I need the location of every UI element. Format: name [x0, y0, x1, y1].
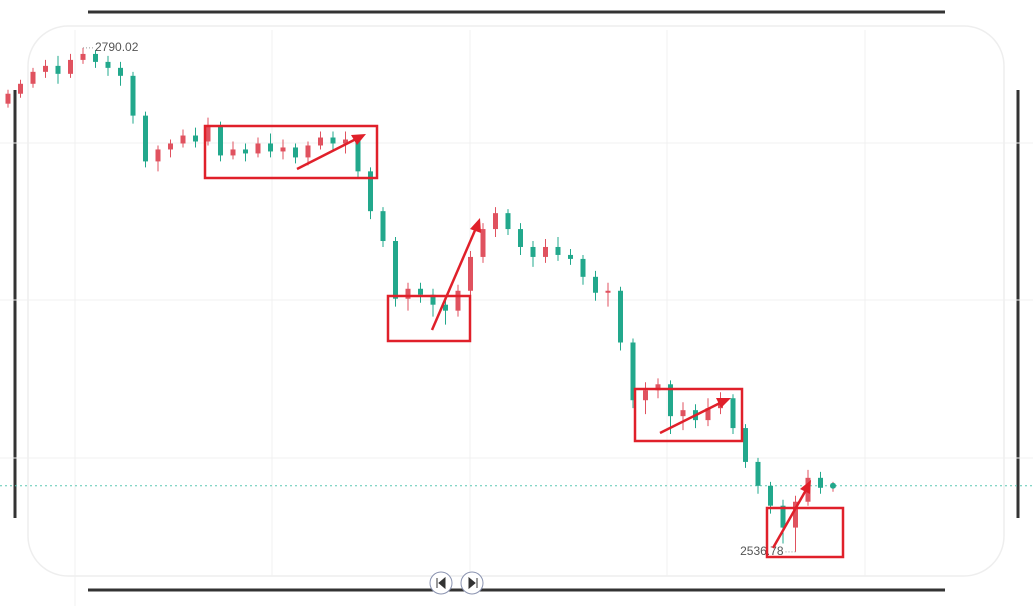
- candle-body: [593, 276, 598, 293]
- candle-body: [580, 258, 586, 277]
- candle-body: [555, 246, 561, 255]
- candle-body: [80, 53, 86, 60]
- candle-body: [793, 501, 798, 528]
- arrow-heads: [351, 134, 811, 494]
- arrow-head: [716, 398, 731, 408]
- candle-body: [318, 137, 323, 146]
- candle-body: [343, 139, 348, 144]
- candle-body: [368, 171, 373, 212]
- candle-body: [480, 229, 486, 257]
- highlight-box: [386, 294, 472, 343]
- candle-body: [168, 143, 173, 150]
- candle-body: [18, 83, 23, 94]
- nav-buttons: [429, 571, 484, 595]
- candle-body: [755, 461, 761, 486]
- candle-body: [5, 93, 11, 104]
- arrow: [659, 400, 723, 435]
- candle-body: [493, 213, 498, 230]
- candle-body: [330, 137, 336, 144]
- candle-body: [455, 290, 461, 311]
- arrow-head: [800, 480, 811, 494]
- candle-body: [105, 61, 111, 68]
- candle-body: [530, 246, 536, 257]
- candle-body: [780, 505, 786, 528]
- candle-body: [193, 135, 198, 142]
- arrow: [296, 136, 359, 171]
- candle-body: [393, 241, 398, 299]
- candle-body: [130, 75, 136, 116]
- candle-body: [43, 65, 48, 72]
- highlight-box: [203, 124, 379, 180]
- candle-body: [143, 115, 148, 162]
- candle-body: [818, 477, 823, 488]
- prev-icon: [436, 576, 446, 590]
- candle-body: [668, 384, 673, 417]
- extreme-label: 2790.02: [95, 40, 139, 54]
- candle-body: [55, 65, 61, 74]
- candle-body: [293, 147, 298, 158]
- arrow: [771, 489, 808, 549]
- candle-body: [243, 149, 248, 154]
- highlight-box: [765, 506, 845, 559]
- frame: [0, 10, 1033, 606]
- annotations-boxes: [203, 124, 845, 559]
- candle-body: [518, 229, 523, 247]
- candle-body: [68, 59, 73, 74]
- candle-body: [418, 288, 423, 295]
- candle-body: [568, 254, 573, 259]
- candle-body: [443, 304, 448, 311]
- candle-body: [93, 53, 98, 62]
- candle-body: [155, 149, 161, 162]
- candle-body: [405, 288, 411, 299]
- panel-border: [27, 25, 1005, 577]
- candle-body: [505, 213, 511, 230]
- next-icon: [468, 576, 478, 590]
- candle-body: [355, 139, 361, 172]
- candle-body: [543, 246, 548, 257]
- arrow-head: [351, 134, 366, 145]
- candle-body: [268, 143, 273, 152]
- candle-body: [743, 428, 748, 462]
- candle-body: [705, 408, 711, 421]
- arrow: [430, 227, 478, 331]
- highlight-box: [633, 387, 744, 443]
- candle-body: [180, 135, 186, 144]
- candle-body: [768, 485, 773, 506]
- candle-body: [605, 290, 611, 293]
- candle-body: [618, 290, 623, 343]
- candle-body: [280, 147, 286, 152]
- candle-body: [380, 211, 386, 242]
- candle-body: [655, 384, 661, 391]
- candle-body: [118, 67, 123, 76]
- candle-body: [255, 143, 261, 154]
- arrow-head: [470, 218, 481, 233]
- candle-body: [643, 390, 648, 401]
- candle-body: [468, 256, 473, 291]
- candle-body: [430, 294, 436, 305]
- candle-body: [680, 410, 686, 417]
- grid: [0, 30, 1033, 606]
- candle-body: [230, 149, 236, 156]
- candle-body: [30, 71, 36, 84]
- candle-body: [205, 125, 211, 142]
- candle-body: [630, 342, 636, 401]
- candle-body: [305, 145, 311, 158]
- last-price-dot: [830, 482, 836, 489]
- candle-body: [218, 125, 223, 156]
- candle-body: [730, 398, 736, 429]
